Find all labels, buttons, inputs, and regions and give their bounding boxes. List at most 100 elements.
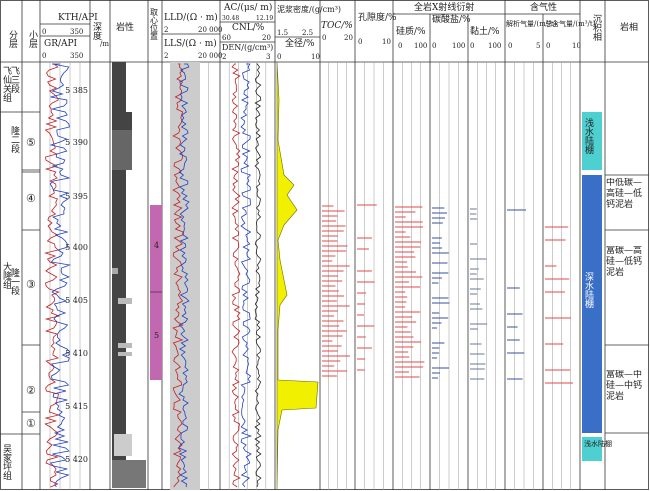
resistivity-band [194,62,196,490]
lith-block [118,343,132,348]
col-core: 取心位置 [150,8,159,40]
depth-tick-5405: 5 405 [65,296,88,305]
lith-block [118,298,132,304]
lithofacies-3: 富碳—中硅—中钙泥岩 [606,370,643,402]
formation-labels: 飞仙关组 大隆组 吴家坪组 飞三段 隆二段 隆一段 [1,66,20,480]
gr-curve [49,63,72,488]
facies-shallow-top-label: 浅水陆棚 [583,117,594,155]
sublayer-4: ④ [26,192,36,205]
depth-tick-5400: 5 400 [65,243,88,252]
sublayer-1: ① [26,417,36,430]
col-ac-min: 30.48 [222,15,239,22]
lith-block [112,460,146,488]
resistivity-band [186,62,188,490]
sublayer-3: ③ [26,278,36,291]
col-depth-unit: /m [100,40,109,48]
col-total-max: 10 [572,42,581,50]
lithofacies-1: 中低碳—高硅—低钙泥岩 [606,178,643,210]
col-kth-min: 0 [42,28,46,36]
member-fei-san: 飞三段 [9,66,20,94]
facies-column: 浅水陆棚 深水陆棚 浅水陆棚 [582,112,612,461]
depth-axis: 5 385 5 390 5 395 5 400 5 405 5 410 5 41… [65,86,88,464]
col-porosity-min: 0 [358,38,362,46]
lls-curve [178,63,190,488]
depth-tick-5390: 5 390 [65,138,88,147]
resistivity-band [190,62,192,490]
col-lls-min: 2 [164,52,168,60]
col-desorbed: 解析气量/(m³/t) [506,19,557,28]
col-cnl-max: 20 [262,34,271,42]
core-label-5: 5 [154,331,159,340]
col-kth: KTH/API [58,13,98,23]
lithology-column [112,62,146,488]
col-gr-max: 350 [70,52,83,60]
col-gr-min: 0 [42,52,46,60]
col-total-gas: 总含气量/(m³/t) [545,19,596,28]
formation-feixianguan: 飞仙关组 [1,66,12,102]
depth-tick-5385: 5 385 [65,86,88,95]
col-mud: 泥浆密度/(g/cm³) [277,4,341,14]
core-interval-5 [150,292,162,380]
core-positions: 4 5 [150,205,162,380]
depth-tick-5415: 5 415 [65,402,88,411]
col-carbonate: 碳酸盐/% [432,13,471,25]
lithofacies-2: 富碳—高硅—低钙泥岩 [606,246,643,278]
lith-block [114,434,132,456]
lith-block [112,268,118,274]
col-facies: 沉积相 [591,14,602,42]
depth-tick-5410: 5 410 [65,349,88,358]
member-long-er: 隆二段 [9,125,20,154]
col-mud-label: 泥浆密度/(g/cm³) [277,4,341,14]
lithofacies-1-box: 中低碳—高硅—低钙泥岩 [606,178,643,210]
col-desorbed-max: 5 [536,42,540,50]
resistivity-band [192,62,194,490]
lithofacies-2-box: 富碳—高硅—低钙泥岩 [606,246,643,278]
resistivity-band [176,62,178,490]
lld-curve [172,63,184,488]
col-silica: 硅质/% [396,25,426,37]
col-silica-min: 0 [398,42,402,50]
resistivity-band [184,62,186,490]
log-curves [44,63,262,488]
resistivity-band [180,62,182,490]
col-cnl: CNL/% [232,23,265,33]
col-gas: 含气性 [530,1,557,13]
sublayer-2: ② [26,384,36,397]
col-den-min: 2 [222,53,226,61]
col-lld-max: 20 000 [198,26,223,34]
col-cnl-min: 60 [222,34,231,42]
core-interval-4 [150,205,162,292]
col-toc: TOC/% [321,21,353,31]
col-xiao-ceng: 小层 [27,30,38,49]
sublayer-5: ⑤ [26,136,36,149]
resistivity-band [182,62,184,490]
lithofacies-column: 中低碳—高硅—低钙泥岩 富碳—高硅—低钙泥岩 富碳—中硅—中钙泥岩 [605,174,649,434]
resistivity-band [170,62,172,490]
col-lls: LLS/(Ω · m) [164,38,217,49]
formation-wujiaping: 吴家坪组 [1,444,12,480]
col-silica-max: 100 [414,42,427,50]
col-caliper: 全径/% [285,37,315,49]
col-toc-min: 0 [322,34,326,42]
formation-dalong: 大隆组 [1,261,12,289]
col-xrd: 全岩X射线衍射 [414,1,474,13]
col-mud-min: 1.5 [277,29,288,37]
sublayer-labels: ⑤ ④ ③ ② ① [26,136,36,430]
core-label-4: 4 [154,241,159,250]
col-clay: 黏土/% [470,25,500,37]
col-clay-max: 100 [488,42,501,50]
col-carbonate-min: 0 [432,42,436,50]
resistivity-band [188,62,190,490]
resistivity-band [196,62,198,490]
col-lithofacies: 岩相 [620,21,638,33]
member-long-yi: 隆一段 [9,267,20,296]
col-clay-min: 0 [470,42,474,50]
facies-shallow-top [582,112,602,170]
facies-shallow-bottom-label: 浅水陆棚 [584,439,612,448]
ac-curve [231,63,241,488]
stratigraphy [0,111,40,435]
col-mud-max: 2.5 [302,29,313,37]
col-fen-ceng: 分层 [7,30,18,49]
col-lld-min: 2 [164,26,168,34]
